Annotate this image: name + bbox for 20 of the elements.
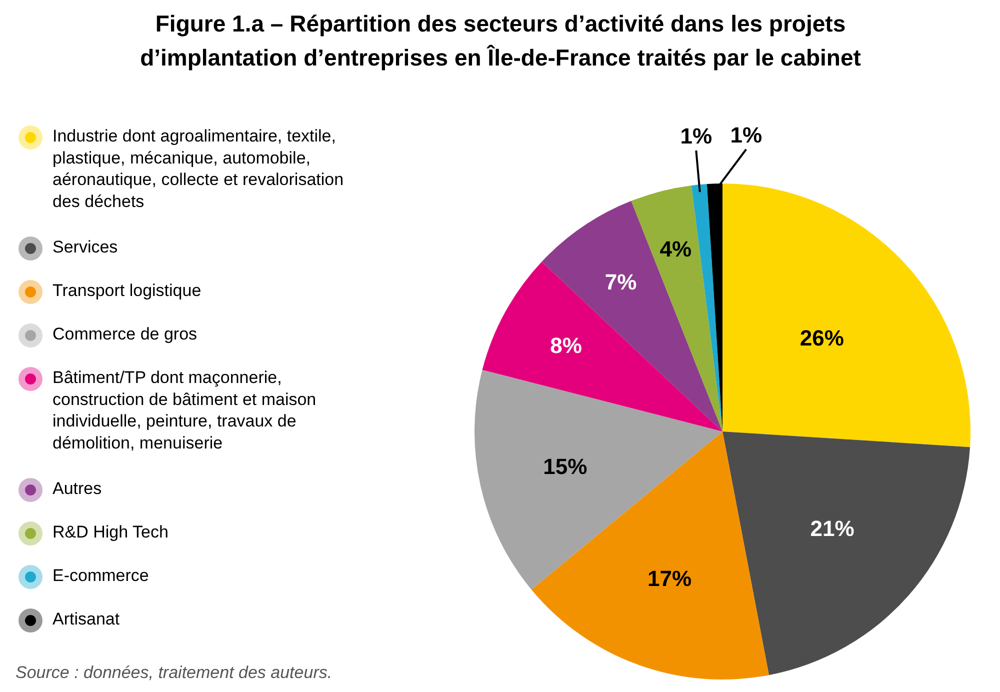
legend-label: Commerce de gros <box>52 324 198 344</box>
legend-label: Industrie dont agroalimentaire, textile, plastique, mécanique, automobile, aéronautique, collecte et revalorisation des déchets <box>52 126 344 212</box>
legend-label: R&D High Tech <box>52 522 168 542</box>
data-label: 7% <box>604 269 637 294</box>
legend-label: Bâtiment/TP dont maçonnerie, construction de bâtiment et maison individuelle, peinture, travaux de démolition, menuiserie <box>52 368 316 453</box>
data-label: 15% <box>543 454 588 480</box>
source-note: Source : données, traitement des auteurs. <box>16 663 332 682</box>
legend-label: E-commerce <box>52 566 149 585</box>
data-label: 26% <box>800 326 844 351</box>
data-label: 1% <box>680 124 712 149</box>
chart-title: Figure 1.a – Répartition des secteurs d’activité dans les projets d’implantation d’entreprises en Île-de-France traités par le cabinet <box>140 10 862 70</box>
data-label: 21% <box>810 516 854 541</box>
legend-label: Transport logistique <box>52 281 202 300</box>
data-label: 17% <box>648 566 692 592</box>
legend-label: Services <box>52 238 118 256</box>
data-label: 8% <box>550 332 582 358</box>
data-label: 1% <box>730 122 762 148</box>
data-label: 4% <box>660 236 692 262</box>
legend-label: Autres <box>52 479 102 498</box>
legend-label: Artisanat <box>52 610 120 628</box>
